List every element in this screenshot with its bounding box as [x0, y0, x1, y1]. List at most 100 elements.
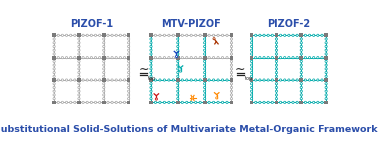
Circle shape	[150, 49, 152, 51]
Circle shape	[325, 98, 327, 100]
Circle shape	[288, 34, 290, 36]
Circle shape	[65, 101, 68, 103]
Circle shape	[230, 49, 232, 51]
Circle shape	[325, 86, 327, 89]
Circle shape	[177, 90, 179, 92]
FancyBboxPatch shape	[229, 78, 233, 82]
Circle shape	[177, 49, 179, 51]
Circle shape	[292, 101, 294, 103]
Circle shape	[296, 57, 298, 59]
Circle shape	[53, 64, 55, 66]
Circle shape	[78, 60, 80, 63]
FancyBboxPatch shape	[102, 101, 106, 104]
Circle shape	[111, 34, 113, 36]
Circle shape	[172, 79, 175, 81]
Circle shape	[70, 34, 72, 36]
Circle shape	[203, 90, 206, 92]
Circle shape	[199, 101, 201, 103]
Circle shape	[230, 83, 232, 85]
Circle shape	[271, 101, 273, 103]
Circle shape	[271, 34, 273, 36]
Circle shape	[212, 57, 215, 59]
Circle shape	[159, 57, 161, 59]
Circle shape	[251, 42, 253, 44]
Circle shape	[150, 60, 152, 63]
Circle shape	[325, 49, 327, 51]
Circle shape	[103, 64, 105, 66]
Circle shape	[74, 34, 76, 36]
FancyBboxPatch shape	[324, 34, 328, 37]
Circle shape	[230, 94, 232, 96]
Circle shape	[150, 71, 152, 74]
Circle shape	[78, 83, 80, 85]
Circle shape	[325, 64, 327, 66]
Circle shape	[78, 71, 80, 74]
Circle shape	[150, 68, 152, 70]
Circle shape	[78, 68, 80, 70]
Circle shape	[99, 34, 101, 36]
Circle shape	[230, 60, 232, 63]
Circle shape	[103, 83, 105, 85]
Circle shape	[222, 79, 224, 81]
FancyBboxPatch shape	[203, 78, 206, 82]
Circle shape	[99, 79, 101, 81]
Circle shape	[177, 68, 179, 70]
Circle shape	[168, 34, 170, 36]
Circle shape	[163, 101, 166, 103]
FancyBboxPatch shape	[77, 34, 81, 37]
Circle shape	[275, 38, 277, 40]
Circle shape	[103, 68, 105, 70]
Circle shape	[208, 101, 210, 103]
Circle shape	[107, 79, 109, 81]
Circle shape	[300, 53, 302, 55]
Circle shape	[123, 79, 125, 81]
Circle shape	[78, 49, 80, 51]
FancyBboxPatch shape	[149, 78, 153, 82]
Circle shape	[263, 57, 265, 59]
Circle shape	[217, 101, 219, 103]
Circle shape	[251, 53, 253, 55]
Circle shape	[251, 83, 253, 85]
Circle shape	[70, 101, 72, 103]
Circle shape	[300, 60, 302, 63]
FancyBboxPatch shape	[149, 101, 153, 104]
Circle shape	[226, 79, 228, 81]
Circle shape	[279, 79, 282, 81]
Circle shape	[300, 94, 302, 96]
Circle shape	[180, 70, 181, 72]
FancyBboxPatch shape	[52, 101, 56, 104]
FancyBboxPatch shape	[274, 101, 278, 104]
Circle shape	[82, 57, 84, 59]
Circle shape	[127, 53, 130, 55]
FancyBboxPatch shape	[274, 56, 278, 59]
Circle shape	[284, 57, 286, 59]
Circle shape	[317, 57, 319, 59]
Circle shape	[313, 101, 315, 103]
Circle shape	[288, 79, 290, 81]
FancyBboxPatch shape	[229, 34, 233, 37]
Circle shape	[222, 57, 224, 59]
Circle shape	[325, 94, 327, 96]
FancyBboxPatch shape	[250, 56, 254, 59]
Circle shape	[251, 60, 253, 63]
Circle shape	[115, 79, 117, 81]
Circle shape	[255, 34, 257, 36]
Circle shape	[308, 79, 311, 81]
Circle shape	[78, 53, 80, 55]
Circle shape	[159, 101, 161, 103]
Circle shape	[107, 101, 109, 103]
FancyBboxPatch shape	[127, 78, 130, 82]
Circle shape	[123, 101, 125, 103]
FancyBboxPatch shape	[52, 56, 56, 59]
Circle shape	[203, 86, 206, 89]
FancyBboxPatch shape	[250, 34, 254, 37]
Circle shape	[99, 101, 101, 103]
Circle shape	[255, 79, 257, 81]
Circle shape	[275, 86, 277, 89]
Circle shape	[172, 57, 175, 59]
Circle shape	[163, 79, 166, 81]
Circle shape	[203, 71, 206, 74]
Circle shape	[53, 38, 55, 40]
Circle shape	[275, 64, 277, 66]
Circle shape	[251, 94, 253, 96]
